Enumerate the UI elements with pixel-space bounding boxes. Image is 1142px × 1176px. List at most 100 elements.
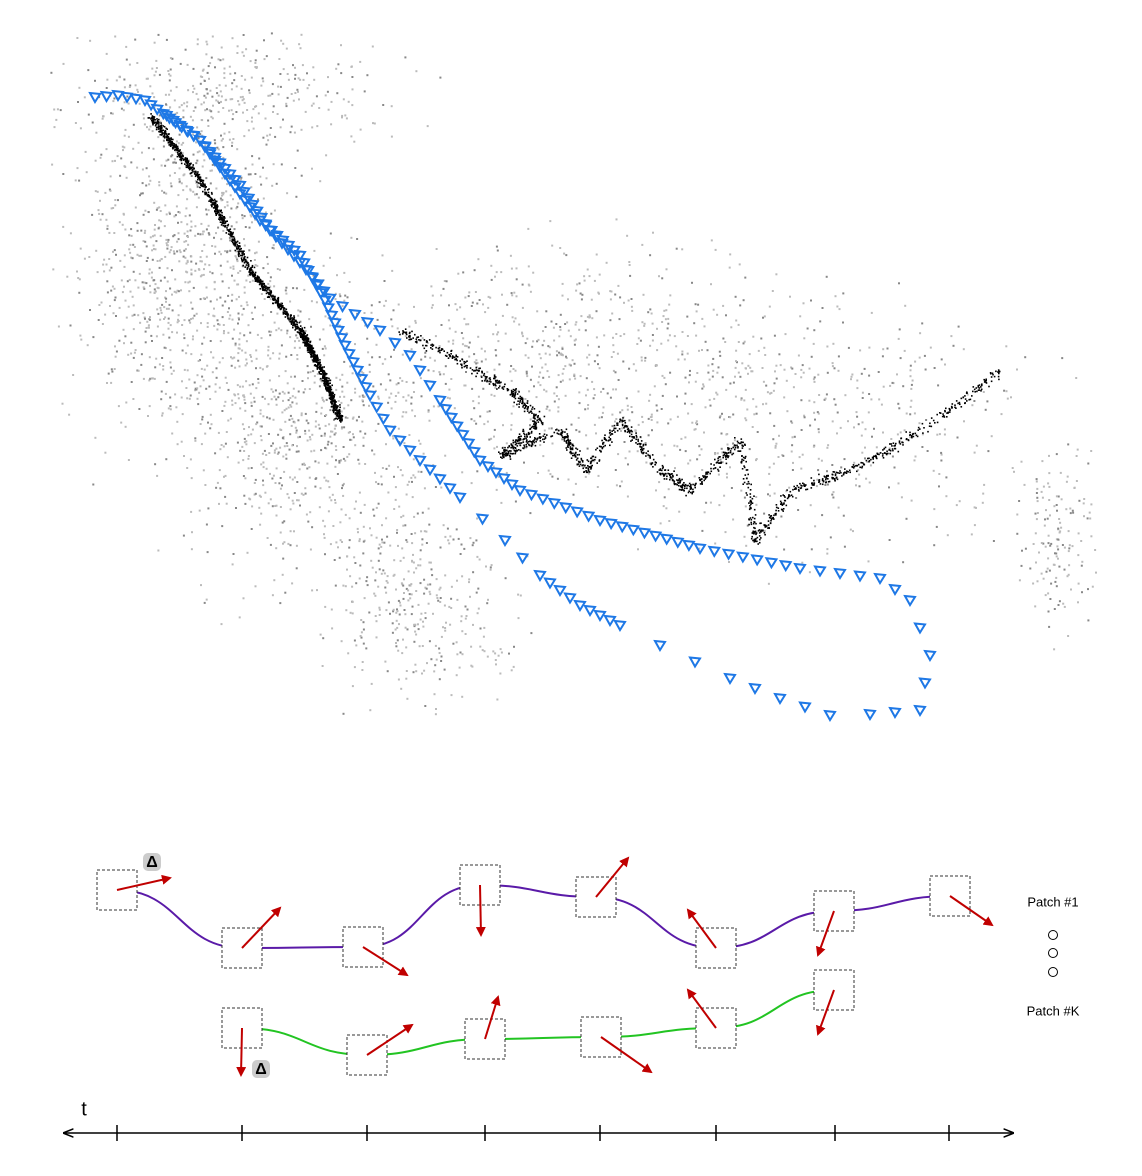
point (323, 525, 326, 528)
point (261, 77, 264, 80)
point (310, 351, 312, 353)
point (164, 296, 167, 299)
point (223, 222, 226, 225)
point (238, 343, 241, 346)
point (480, 360, 483, 363)
point (231, 563, 234, 566)
point (196, 43, 199, 46)
point (245, 340, 248, 343)
point (971, 404, 974, 407)
point (139, 194, 141, 197)
point (284, 591, 287, 594)
point (957, 325, 960, 328)
point (280, 308, 283, 310)
point (149, 291, 152, 294)
point (293, 316, 296, 319)
point (245, 279, 248, 282)
point (1055, 585, 1058, 588)
point (191, 119, 194, 122)
point (123, 134, 126, 137)
point (730, 487, 733, 489)
point (342, 457, 345, 460)
point (661, 374, 664, 377)
point (412, 381, 415, 384)
point (154, 121, 157, 124)
point (425, 530, 428, 533)
point (785, 379, 788, 382)
point (701, 469, 704, 471)
point (281, 411, 284, 414)
point (268, 379, 271, 382)
point (201, 250, 204, 252)
point (338, 556, 341, 559)
point (202, 379, 205, 382)
point (817, 431, 820, 434)
point (476, 517, 479, 520)
point (323, 373, 326, 376)
point (355, 582, 358, 585)
point (621, 427, 624, 430)
point (392, 309, 395, 312)
point (277, 451, 280, 454)
point (384, 660, 387, 663)
point (360, 631, 363, 634)
point (573, 373, 576, 376)
point (172, 138, 174, 141)
point (625, 397, 628, 400)
point (110, 289, 113, 292)
point (273, 451, 276, 454)
point (767, 582, 770, 585)
point (411, 559, 413, 562)
point (390, 392, 393, 395)
point (410, 593, 413, 596)
point (354, 562, 357, 564)
point (641, 321, 644, 324)
point (584, 329, 587, 332)
point (745, 419, 748, 422)
point (510, 424, 513, 427)
point (1044, 594, 1047, 597)
point (244, 502, 247, 505)
point (743, 399, 746, 402)
point (773, 424, 776, 427)
point (331, 395, 334, 397)
point (404, 524, 407, 527)
point (1090, 450, 1093, 452)
point (342, 712, 345, 715)
point (137, 369, 140, 372)
point (289, 404, 292, 406)
point (294, 396, 297, 399)
point (267, 139, 270, 142)
point (651, 334, 654, 336)
point (533, 385, 535, 388)
point (296, 88, 299, 91)
point (586, 388, 589, 391)
point (254, 278, 257, 281)
point (310, 356, 312, 358)
point (440, 635, 443, 638)
point (1048, 625, 1051, 628)
point (376, 318, 379, 321)
point (615, 333, 618, 335)
point (268, 296, 270, 298)
point (299, 435, 301, 438)
point (115, 253, 117, 256)
point (341, 487, 343, 490)
point (272, 352, 275, 355)
point (247, 129, 250, 132)
point (377, 397, 380, 400)
point (267, 94, 270, 97)
point (283, 392, 286, 395)
point (89, 39, 92, 42)
point (153, 248, 155, 250)
point (578, 282, 581, 285)
point (162, 129, 164, 132)
point (421, 337, 424, 340)
point (176, 155, 179, 158)
point (551, 442, 554, 445)
point (780, 515, 783, 518)
point (510, 267, 513, 270)
point (175, 205, 178, 208)
point (386, 670, 389, 673)
point (152, 121, 154, 123)
